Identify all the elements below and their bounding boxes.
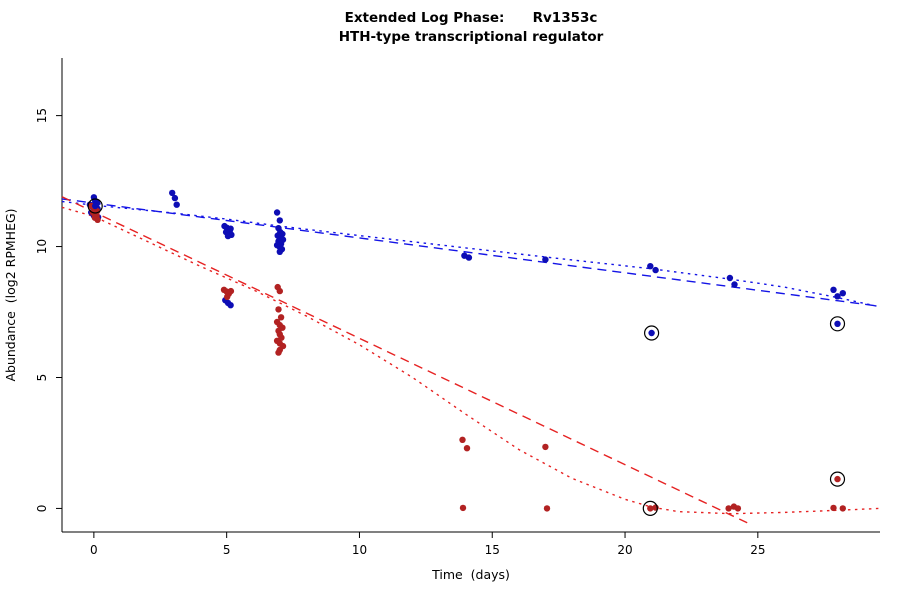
- series-red-point: [725, 505, 732, 512]
- series-red-point: [224, 293, 231, 300]
- series-red: [88, 202, 846, 512]
- y-tick-label: 10: [35, 239, 49, 254]
- circled-point-ring: [829, 316, 846, 332]
- series-red-point: [542, 443, 549, 451]
- series-blue-point: [227, 302, 234, 309]
- series-blue-point: [169, 189, 176, 197]
- circled-point-dot: [92, 202, 99, 210]
- series-red-point: [839, 505, 846, 512]
- series-blue-point: [726, 274, 734, 282]
- circled-point-dot: [834, 475, 841, 483]
- fit-red-dashed: [61, 196, 748, 524]
- circled-point-ring: [642, 500, 658, 516]
- x-tick-label: 0: [90, 543, 98, 557]
- series-blue-point: [731, 281, 738, 288]
- series-blue-point: [465, 254, 473, 261]
- chart-title-line1: Extended Log Phase: Rv1353c: [345, 10, 598, 26]
- series-blue-point: [224, 232, 232, 240]
- series-red-point: [227, 287, 235, 295]
- series-blue-point: [647, 263, 654, 270]
- chart-title-line2: HTH-type transcriptional regulator: [339, 29, 604, 45]
- series-red-point: [276, 287, 283, 295]
- circled-point-ring: [643, 325, 660, 341]
- x-tick-label: 20: [617, 543, 632, 557]
- series-blue-point: [273, 209, 281, 216]
- x-axis-title: Time (days): [431, 567, 510, 582]
- plot-area: 0 5 10 15 20 25 0 5 10 15 Time (days) Abundance (lo…: [3, 58, 881, 582]
- series-blue-point: [171, 194, 179, 202]
- series-red-point: [277, 314, 285, 321]
- y-tick-label: 5: [35, 374, 49, 382]
- circled-point-ring: [829, 471, 846, 487]
- y-axis-title: Abundance (log2 RPMHEG): [3, 208, 18, 381]
- series-red-point: [275, 349, 282, 356]
- x-tick-label: 25: [750, 543, 765, 557]
- series-red-point: [459, 436, 466, 443]
- x-tick-label: 10: [352, 543, 367, 557]
- series-blue: [86, 189, 846, 309]
- series-blue-point: [276, 248, 283, 255]
- series-blue-point: [834, 293, 841, 300]
- series-blue-point: [173, 201, 180, 208]
- x-tick-label: 15: [485, 543, 500, 557]
- series-red-point: [275, 306, 282, 313]
- circled-point-dot: [647, 505, 654, 512]
- series-red-point: [543, 505, 551, 512]
- fit-red-dotted: [61, 206, 881, 515]
- series-red-point: [463, 445, 471, 452]
- circled-point-ring: [87, 198, 103, 214]
- series-blue-point: [652, 266, 659, 274]
- series-red-point: [830, 504, 837, 512]
- series-red-point: [94, 216, 101, 223]
- series-blue-point: [830, 286, 837, 293]
- circled-point-dot: [648, 329, 655, 337]
- series-red-point: [459, 504, 467, 512]
- series-red-point: [734, 505, 742, 512]
- fit-blue-dotted: [61, 200, 881, 308]
- fit-blue-dashed: [61, 198, 881, 307]
- circled-point-dot: [834, 320, 841, 327]
- series-blue-point: [227, 225, 234, 232]
- series-blue-point: [276, 217, 283, 224]
- y-tick-label: 0: [35, 505, 49, 513]
- y-tick-label: 15: [35, 108, 49, 123]
- series-blue-point: [839, 290, 846, 297]
- series-blue-point: [542, 256, 549, 263]
- x-tick-label: 5: [223, 543, 231, 557]
